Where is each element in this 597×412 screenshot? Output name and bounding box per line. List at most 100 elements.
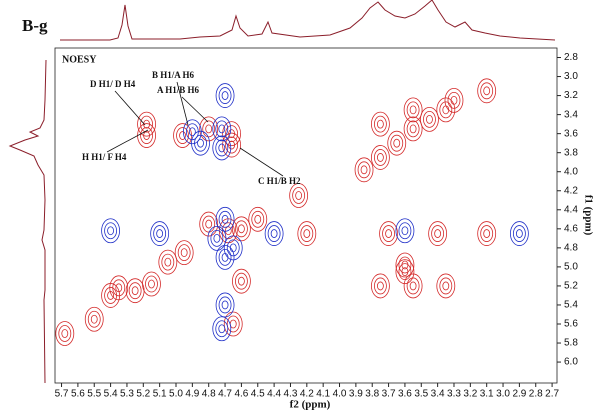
contour <box>361 166 367 174</box>
contour <box>105 287 117 303</box>
contour <box>154 226 166 242</box>
contour <box>407 278 419 294</box>
contour <box>219 325 225 333</box>
contour <box>238 225 244 233</box>
chart-title: B-g <box>22 16 48 35</box>
contour <box>62 330 68 338</box>
contour <box>293 188 305 204</box>
contour <box>440 278 452 294</box>
contour <box>377 120 383 128</box>
x-tick-label: 4.8 <box>202 389 216 400</box>
y-tick-label: 2.8 <box>564 52 578 63</box>
contour <box>296 192 302 200</box>
x-axis-title: f2 (ppm) <box>290 399 331 411</box>
x-tick-label: 3.0 <box>496 389 510 400</box>
left-projection <box>10 60 46 383</box>
contour <box>513 226 525 242</box>
y-tick-label: 4.4 <box>564 204 578 215</box>
contour <box>230 320 236 328</box>
y-tick-label: 5.8 <box>564 338 578 349</box>
contour <box>410 106 416 114</box>
contour <box>216 321 228 337</box>
x-tick-label: 4.2 <box>300 389 314 400</box>
contour <box>423 111 435 127</box>
contour <box>181 249 187 257</box>
x-tick-label: 4.9 <box>185 389 199 400</box>
contour <box>178 245 190 261</box>
contour <box>145 276 157 292</box>
contour <box>484 230 490 238</box>
y-tick-label: 4.0 <box>564 166 578 177</box>
contour <box>129 283 141 299</box>
contour <box>304 230 310 238</box>
y-tick-label: 5.6 <box>564 319 578 330</box>
contour <box>252 211 264 227</box>
x-tick-label: 2.8 <box>529 389 543 400</box>
contour <box>222 92 228 100</box>
annotation-arrow <box>240 148 283 176</box>
contour <box>426 115 432 123</box>
x-tick-label: 4.0 <box>333 389 347 400</box>
contour <box>301 226 313 242</box>
contour <box>230 244 236 252</box>
contour <box>516 230 522 238</box>
contour <box>105 223 117 239</box>
contour <box>481 226 493 242</box>
x-tick-label: 5.7 <box>55 389 69 400</box>
contour <box>443 282 449 290</box>
contour <box>399 223 411 239</box>
contour <box>203 216 215 232</box>
annotation-arrow <box>115 91 145 125</box>
x-tick-label: 3.1 <box>480 389 494 400</box>
contour <box>189 128 195 136</box>
x-tick-label: 2.9 <box>512 389 526 400</box>
contour <box>227 316 239 332</box>
contour <box>402 227 408 235</box>
x-tick-label: 5.2 <box>136 389 150 400</box>
y-tick-label: 4.6 <box>564 223 578 234</box>
x-tick-label: 3.5 <box>414 389 428 400</box>
contour <box>219 88 231 104</box>
contour <box>113 280 125 296</box>
contour <box>383 226 395 242</box>
contour <box>108 227 114 235</box>
x-tick-label: 5.4 <box>104 389 118 400</box>
y-tick-label: 5.4 <box>564 300 578 311</box>
x-tick-label: 3.8 <box>365 389 379 400</box>
annotation: H H1/ F H4 <box>82 152 127 162</box>
annotation: C H1/B H2 <box>258 176 301 186</box>
contour <box>451 96 457 104</box>
x-tick-label: 4.4 <box>267 389 281 400</box>
contour <box>443 106 449 114</box>
contour <box>407 121 419 137</box>
plot-frame <box>55 48 557 383</box>
contour <box>206 220 212 228</box>
contour <box>386 230 392 238</box>
x-tick-label: 3.4 <box>431 389 445 400</box>
y-tick-label: 5.0 <box>564 262 578 273</box>
contour <box>165 258 171 266</box>
contour <box>377 153 383 161</box>
top-projection <box>60 0 555 40</box>
contour <box>238 277 244 285</box>
x-tick-label: 3.3 <box>447 389 461 400</box>
contour <box>219 144 225 152</box>
contour <box>271 230 277 238</box>
contour <box>374 116 386 132</box>
y-tick-label: 3.2 <box>564 90 578 101</box>
x-tick-label: 3.6 <box>398 389 412 400</box>
x-tick-label: 4.3 <box>284 389 298 400</box>
contour <box>268 226 280 242</box>
x-tick-label: 5.1 <box>153 389 167 400</box>
y-tick-label: 4.2 <box>564 185 578 196</box>
contour <box>132 287 138 295</box>
contour <box>148 280 154 288</box>
x-tick-label: 3.9 <box>349 389 363 400</box>
x-tick-label: 4.1 <box>316 389 330 400</box>
contour <box>432 226 444 242</box>
contour <box>141 116 153 132</box>
x-tick-label: 4.5 <box>251 389 265 400</box>
y-tick-label: 5.2 <box>564 281 578 292</box>
y-tick-label: 3.0 <box>564 71 578 82</box>
annotation: A H1/B H6 <box>157 85 200 95</box>
